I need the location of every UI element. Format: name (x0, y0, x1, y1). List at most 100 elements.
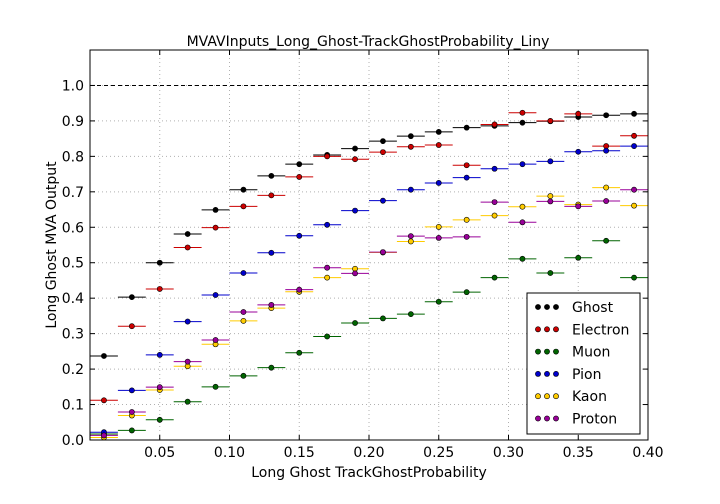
data-point (491, 165, 498, 172)
data-point (491, 121, 498, 128)
data-point (352, 145, 358, 152)
series-proton (90, 186, 648, 439)
legend-marker (535, 393, 541, 400)
x-tick-label: 0.15 (284, 445, 315, 461)
data-point (101, 397, 107, 404)
data-point (603, 112, 610, 119)
data-point (240, 186, 247, 193)
data-point (296, 232, 303, 239)
x-tick-label: 0.35 (563, 445, 594, 461)
data-point (547, 198, 554, 205)
data-point (603, 237, 610, 244)
data-point (380, 197, 386, 204)
data-point (463, 124, 470, 131)
data-point (547, 158, 554, 165)
data-point (184, 231, 191, 237)
x-tick-label: 0.05 (144, 445, 175, 461)
data-point (380, 315, 386, 322)
data-point (324, 153, 331, 160)
data-point (156, 384, 163, 391)
series-pion (90, 143, 648, 436)
legend: Ghost Electron Muon Pion Kaon Proton (526, 292, 641, 435)
data-point (463, 162, 470, 169)
legend-label: Kaon (572, 389, 607, 405)
y-tick-label: 0.5 (62, 256, 84, 272)
legend-label: Electron (572, 322, 629, 338)
data-point (268, 364, 275, 371)
data-point (128, 409, 135, 415)
y-tick-label: 0.9 (62, 114, 84, 130)
data-point (631, 186, 637, 193)
data-point (519, 119, 526, 126)
data-point (407, 233, 414, 240)
y-tick-label: 1.0 (62, 78, 84, 94)
legend-item-pion: Pion (535, 367, 601, 383)
data-point (463, 289, 470, 296)
x-axis-label: Long Ghost TrackGhostProbability (251, 465, 487, 481)
data-point (184, 318, 191, 325)
data-point (547, 118, 554, 124)
legend-marker (553, 415, 559, 422)
data-point (324, 264, 331, 271)
data-point (212, 292, 219, 298)
x-tick-label: 0.30 (493, 445, 524, 461)
data-point (575, 110, 582, 117)
data-point (268, 302, 275, 308)
data-point (547, 270, 554, 276)
legend-marker (544, 415, 550, 422)
legend-marker (535, 415, 541, 422)
legend-item-muon: Muon (535, 345, 610, 361)
data-point (156, 286, 163, 292)
data-point (101, 432, 107, 439)
data-point (407, 311, 414, 318)
data-point (296, 286, 303, 293)
data-point (212, 337, 219, 343)
data-point (603, 184, 610, 191)
legend-label: Pion (572, 367, 601, 383)
data-point (184, 398, 191, 405)
data-point (156, 259, 163, 266)
legend-item-proton: Proton (535, 412, 617, 428)
y-tick-label: 0.1 (62, 398, 84, 414)
data-point (324, 221, 331, 228)
data-point (352, 320, 358, 326)
data-point (435, 235, 442, 241)
data-point (380, 249, 386, 255)
x-tick-label: 0.25 (423, 445, 454, 461)
data-point (575, 254, 582, 261)
data-point (631, 132, 637, 139)
x-tick-label: 0.40 (632, 445, 663, 461)
data-point (240, 317, 247, 324)
x-tick-label: 0.10 (214, 445, 245, 461)
data-point (268, 192, 275, 199)
data-point (240, 203, 247, 210)
data-point (352, 270, 358, 277)
legend-marker (544, 393, 550, 400)
data-point (268, 249, 275, 256)
y-tick-label: 0.0 (62, 433, 84, 449)
data-point (324, 333, 331, 340)
data-point (240, 372, 247, 379)
data-point (519, 109, 526, 116)
data-point (435, 298, 442, 305)
ticks-layer: 0.05 0.10 0.15 0.20 0.25 0.30 0.35 0.40 0.0 0.1 0.… (62, 50, 664, 461)
data-point (631, 274, 637, 281)
legend-marker (535, 326, 541, 333)
legend-marker (535, 348, 541, 355)
legend-marker (544, 348, 550, 355)
data-point (296, 174, 303, 180)
legend-label: Proton (572, 412, 617, 428)
y-tick-label: 0.4 (62, 291, 84, 307)
data-point (519, 203, 526, 210)
data-point (435, 224, 442, 230)
data-point (128, 427, 135, 434)
legend-marker (553, 304, 559, 310)
data-point (380, 138, 386, 145)
series-electron (90, 109, 648, 404)
data-point (212, 383, 219, 390)
data-point (128, 323, 135, 330)
data-point (603, 198, 610, 204)
data-point (435, 180, 442, 186)
data-point (491, 274, 498, 281)
